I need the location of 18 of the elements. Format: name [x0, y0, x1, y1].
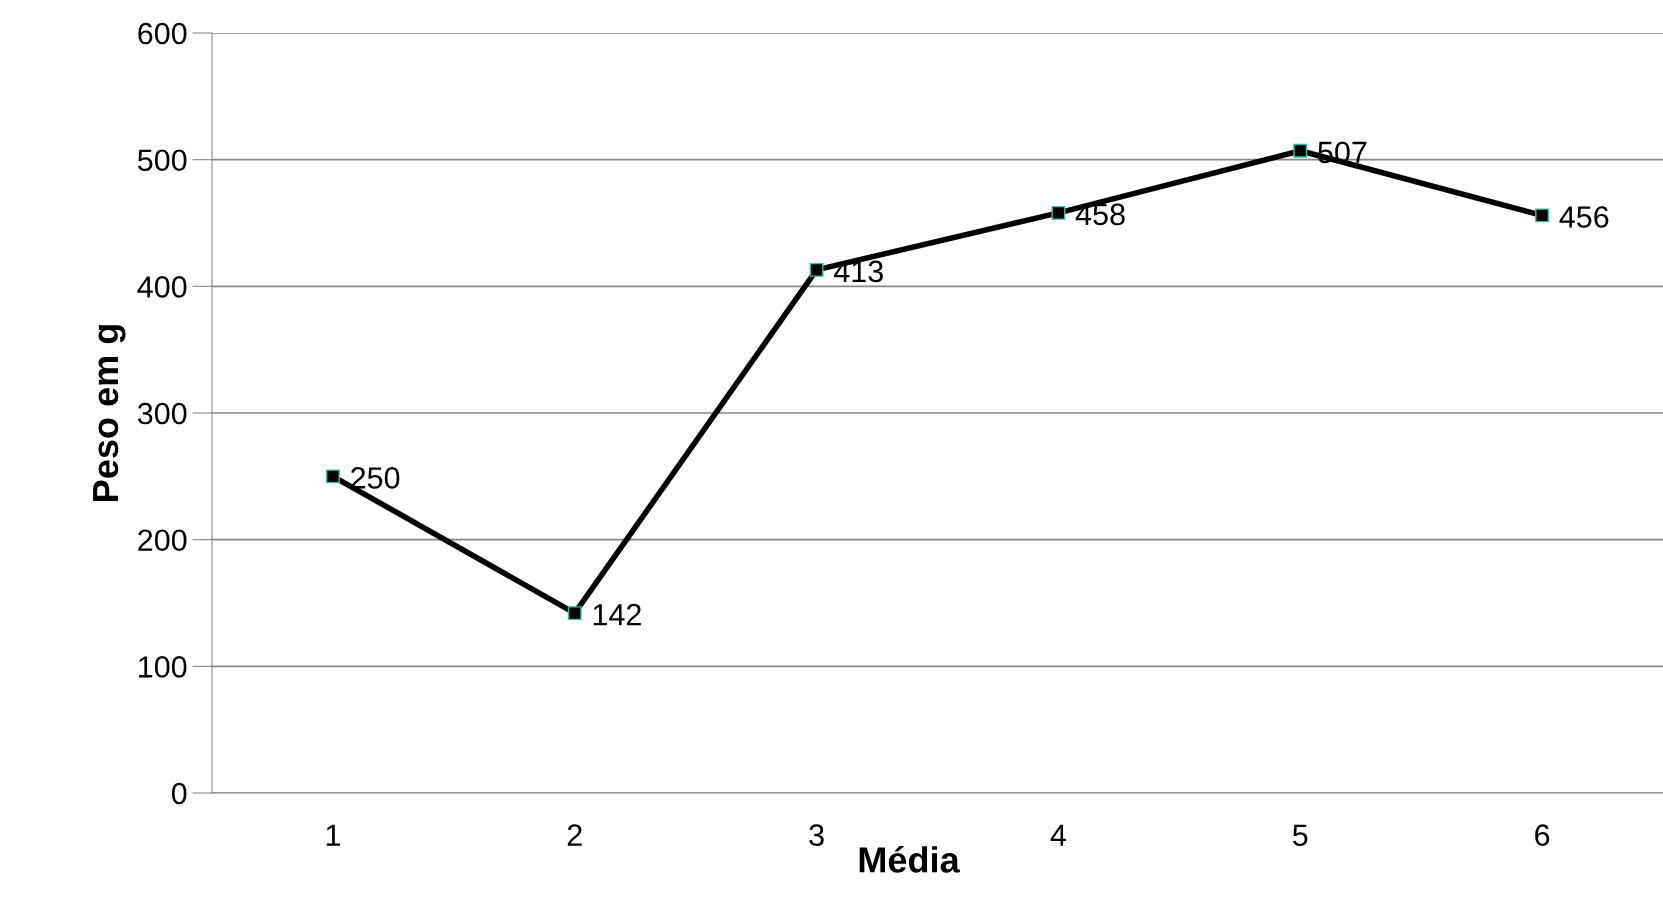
data-label: 142: [593, 603, 641, 626]
x-axis-title: Média: [859, 845, 960, 873]
x-tick-label: 2: [567, 824, 582, 846]
x-tick-label: 5: [1292, 824, 1308, 846]
y-axis-title: Peso em g: [93, 325, 126, 501]
x-tick-label: 3: [809, 824, 824, 846]
y-tick-label: 600: [138, 22, 187, 45]
data-label: 456: [1559, 206, 1609, 228]
x-tick-label: 6: [1535, 824, 1550, 846]
y-tick-label: 300: [137, 402, 187, 425]
x-tick-label: 4: [1050, 824, 1067, 846]
y-tick-label: 400: [137, 276, 187, 298]
data-label: 250: [351, 467, 400, 489]
y-tick-label: 200: [138, 529, 187, 552]
x-tick-label: 1: [326, 824, 340, 846]
y-tick-label: 500: [137, 149, 187, 172]
y-tick-label: 100: [139, 656, 187, 678]
y-tick-label: 0: [171, 782, 187, 805]
